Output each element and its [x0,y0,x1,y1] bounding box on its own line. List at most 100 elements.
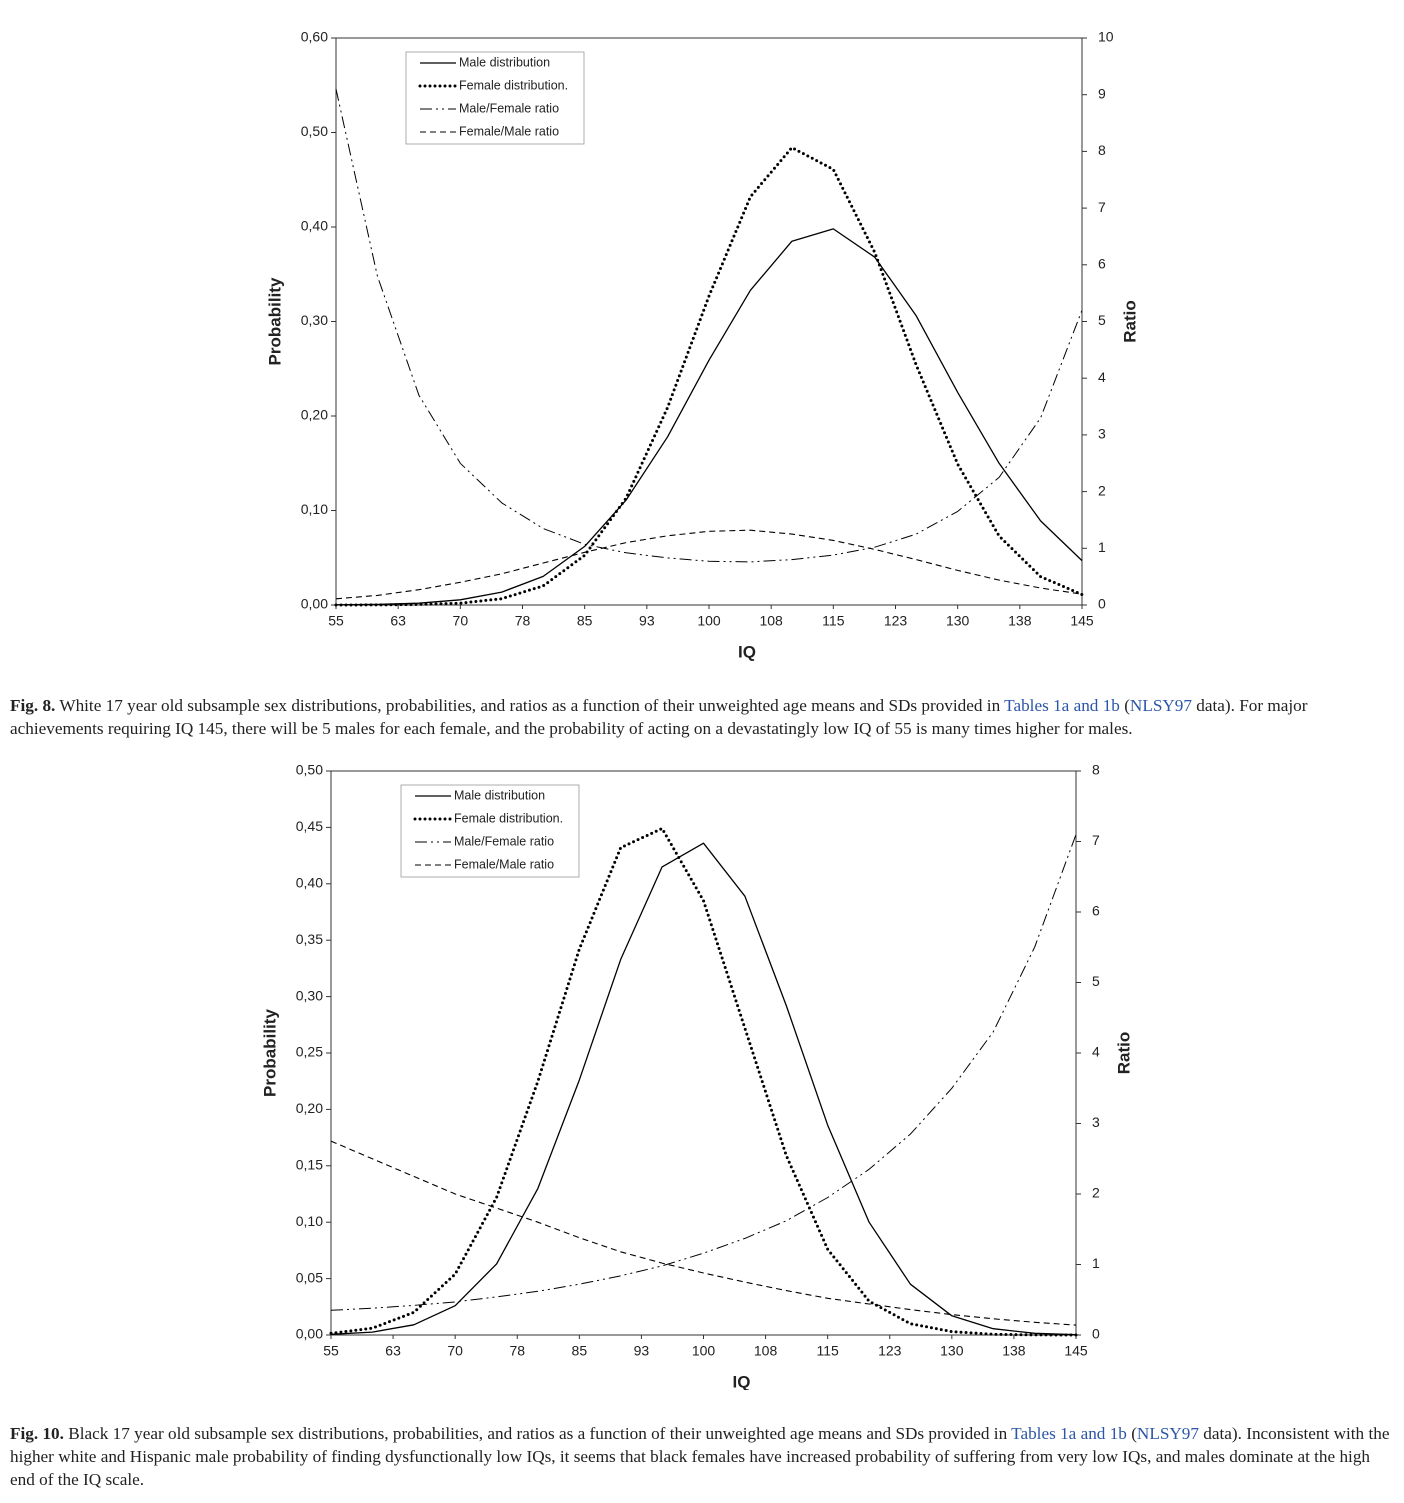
caption-label: Fig. 10. [10,1424,64,1443]
caption-text: ( [1119,696,1130,715]
series-line [330,842,1077,1336]
y-tick-label: 0,20 [301,407,328,423]
x-tick-label: 130 [940,1343,964,1359]
caption-text: Black 17 year old subsample sex distribu… [63,1424,1012,1443]
x-axis-label: IQ [733,1372,751,1390]
y-tick-label: 0,10 [301,501,328,517]
y2-tick-label: 4 [1092,1044,1100,1060]
y-tick-label: 0,05 [296,1269,323,1285]
y2-tick-label: 5 [1092,973,1100,989]
x-tick-label: 145 [1064,1343,1088,1359]
chart: 0,00 0,05 0,10 0,15 0,20 0,25 0,30 0,35 0,40 0,45… [260,762,1133,1390]
y2-tick-label: 7 [1092,832,1100,848]
caption-text: White 17 year old subsample sex distribu… [55,696,1005,715]
x-tick-label: 115 [817,1343,840,1359]
caption-link[interactable]: Tables 1a and 1b [1011,1424,1127,1443]
x-tick-label: 93 [634,1343,650,1359]
y-tick-label: 0,50 [301,123,328,139]
y2-tick-label: 7 [1098,199,1106,215]
legend-box [400,784,580,878]
y-tick-label: 0,00 [296,1326,323,1342]
legend-label: Female/Male ratio [459,124,559,138]
legend-label: Female/Male ratio [454,857,554,871]
caption: Fig. 8. White 17 year old subsample sex … [10,694,1398,740]
y2-tick-label: 9 [1098,85,1106,101]
series-line [335,88,1083,563]
x-tick-label: 138 [1002,1343,1026,1359]
y2-tick-label: 0 [1098,596,1106,612]
x-tick-label: 145 [1070,613,1094,629]
y-tick-label: 0,10 [296,1213,323,1229]
x-tick-label: 100 [697,613,721,629]
legend-label: Female distribution. [454,811,563,825]
x-tick-label: 108 [754,1343,778,1359]
x-tick-label: 130 [946,613,970,629]
caption-text: data). Inconsistent with the higher whit… [10,1424,1390,1489]
y2-tick-label: 1 [1092,1255,1100,1271]
y-tick-label: 0,15 [296,1157,323,1173]
y2-tick-label: 2 [1098,482,1106,498]
caption: Fig. 10. Black 17 year old subsample sex… [10,1422,1398,1491]
y-tick-label: 0,20 [296,1100,323,1116]
legend-label: Male/Female ratio [454,834,554,848]
y-tick-label: 0,60 [301,29,328,45]
caption-text: data). For major achievements requiring … [10,696,1308,738]
x-tick-label: 115 [822,613,845,629]
x-tick-label: 63 [385,1343,401,1359]
y2-axis-label: Ratio [1114,1032,1133,1075]
y-tick-label: 0,30 [301,312,328,328]
series-line [335,529,1083,600]
caption-link[interactable]: Tables 1a and 1b [1004,696,1120,715]
y2-tick-label: 5 [1098,312,1106,328]
y-axis-label: Probability [265,277,284,365]
y-tick-label: 0,30 [296,987,323,1003]
y-tick-label: 0,35 [296,931,323,947]
legend-label: Male distribution [459,55,550,69]
x-tick-label: 123 [884,613,908,629]
x-tick-label: 100 [692,1343,716,1359]
legend-label: Female distribution. [459,78,568,92]
y2-tick-label: 8 [1092,762,1100,778]
y-tick-label: 0,25 [296,1044,323,1060]
y2-tick-label: 6 [1098,256,1106,272]
y-tick-label: 0,50 [296,762,323,778]
series-line [330,834,1077,1311]
y2-tick-label: 1 [1098,539,1106,555]
x-tick-label: 63 [390,613,406,629]
x-tick-label: 85 [572,1343,588,1359]
y-tick-label: 0,00 [301,596,328,612]
caption-text: ( [1126,1424,1137,1443]
series-line [329,827,1078,1337]
caption-link[interactable]: NLSY97 [1136,1424,1199,1443]
legend-box [405,51,585,145]
legend-label: Male/Female ratio [459,101,559,115]
caption-label: Fig. 8. [10,696,56,715]
x-tick-label: 70 [447,1343,463,1359]
chart: 0,000,100,200,300,400,500,60012345678910… [265,29,1139,662]
y-tick-label: 0,45 [296,818,323,834]
y2-tick-label: 6 [1092,903,1100,919]
y2-tick-label: 4 [1098,369,1106,385]
y-axis-label: Probability [260,1009,279,1097]
y2-tick-label: 8 [1098,142,1106,158]
x-tick-label: 108 [759,613,783,629]
y2-tick-label: 0 [1092,1326,1100,1342]
x-tick-label: 138 [1008,613,1032,629]
x-tick-label: 93 [639,613,655,629]
x-tick-label: 85 [577,613,593,629]
caption-link[interactable]: NLSY97 [1129,696,1192,715]
x-tick-label: 78 [515,613,531,629]
x-axis-label: IQ [738,642,756,661]
x-tick-label: 70 [453,613,469,629]
legend-label: Male distribution [454,788,545,802]
x-tick-label: 55 [328,613,344,629]
x-tick-label: 123 [878,1343,902,1359]
y2-tick-label: 3 [1098,426,1106,442]
y2-axis-label: Ratio [1120,300,1139,343]
x-tick-label: 55 [323,1343,339,1359]
y-tick-label: 0,40 [296,875,323,891]
y-tick-label: 0,40 [301,218,328,234]
series-line [334,146,1084,607]
series-line [335,228,1083,606]
